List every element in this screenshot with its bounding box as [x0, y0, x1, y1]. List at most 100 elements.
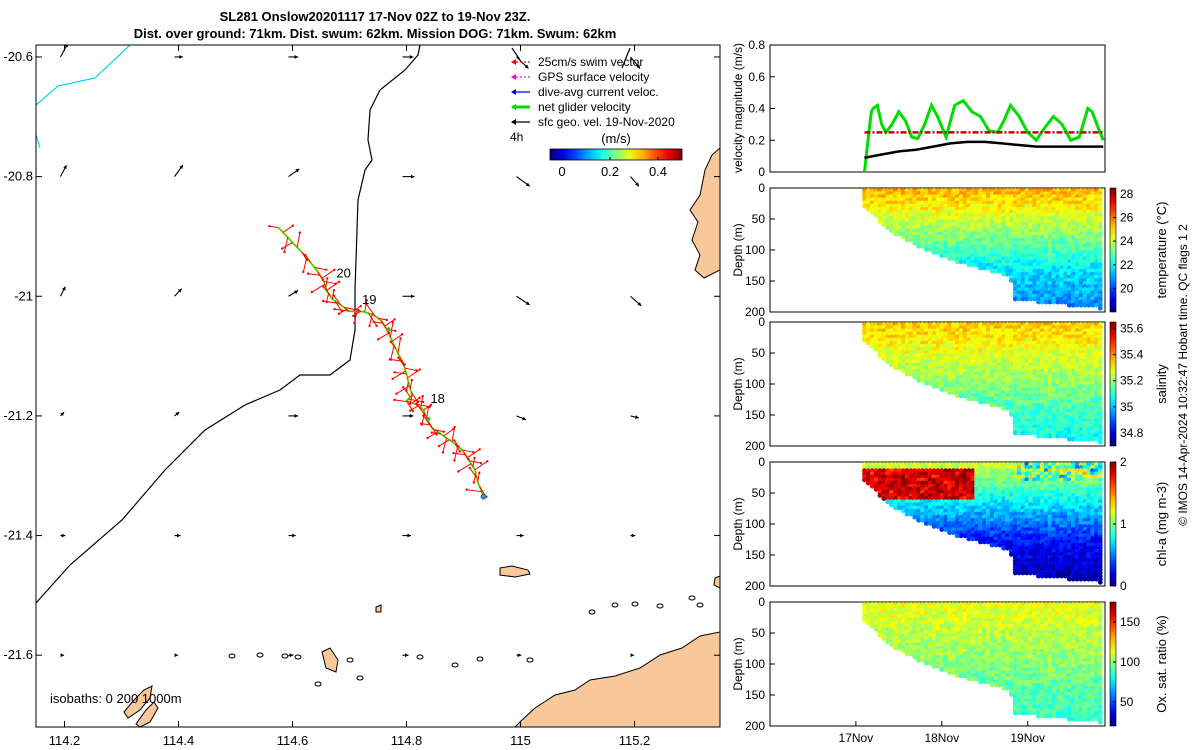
section-sample-point — [950, 256, 956, 262]
swim-vector — [323, 286, 331, 297]
swim-vector-head — [291, 224, 295, 227]
swim-vector-head — [422, 414, 425, 417]
section-y-tick-label: 150 — [745, 274, 765, 288]
section-sample-point — [927, 380, 933, 386]
swim-vector-head — [478, 471, 481, 475]
swim-vector — [283, 237, 289, 253]
geo-velocity-arrowhead — [525, 182, 530, 187]
geo-velocity-arrowhead — [404, 653, 409, 658]
swim-vector-head — [333, 307, 336, 311]
island-land — [321, 647, 339, 673]
section-sample-point — [1074, 302, 1080, 308]
swim-vector-head — [283, 250, 286, 254]
section-sample-point — [978, 399, 983, 405]
section-sample-point — [873, 346, 879, 352]
swim-vector — [368, 312, 378, 327]
glider-end-marker — [480, 493, 487, 500]
swim-vector — [467, 448, 480, 459]
swim-vector — [442, 437, 447, 453]
day-label-19: 19 — [362, 292, 376, 307]
swim-vector-head — [281, 247, 284, 250]
section-sample-point — [1043, 299, 1049, 305]
swim-vector — [384, 318, 395, 327]
map-y-tick-label: -21.2 — [3, 408, 33, 423]
swim-vector — [443, 428, 454, 437]
swim-vector — [323, 280, 336, 285]
swim-vector — [389, 322, 394, 338]
swim-vector — [352, 310, 362, 317]
geo-velocity-arrowhead — [520, 533, 524, 538]
swim-vector-head — [310, 290, 314, 294]
section-sample-point — [1008, 277, 1014, 283]
map-x-tick-label: 114.4 — [163, 733, 195, 748]
geo-velocity-arrowhead — [61, 533, 66, 538]
swim-vector-head — [421, 394, 424, 398]
section-sample-point — [939, 387, 945, 392]
swim-vector — [477, 472, 480, 482]
map-y-tick-label: -20.6 — [3, 49, 33, 64]
section-sample-point — [1028, 296, 1034, 302]
section-y-tick-label: 0 — [758, 181, 765, 195]
colorbar-tick-label: 0.2 — [601, 164, 619, 179]
swim-vector-head — [410, 378, 414, 382]
swim-vector-head — [429, 403, 433, 407]
colorbar-tick-label: 0 — [558, 164, 565, 179]
geo-velocity-arrowhead — [635, 182, 639, 187]
swim-vector-head — [403, 363, 406, 366]
geo-velocity-arrowhead — [174, 653, 179, 658]
section-sample-point — [943, 387, 949, 392]
swim-vector — [461, 449, 474, 453]
swim-vector — [457, 463, 472, 472]
swim-vector-head — [402, 386, 405, 389]
swim-vector-head — [472, 481, 476, 484]
swim-vector — [394, 399, 410, 403]
section-sample-point — [978, 265, 983, 271]
section-sample-point — [862, 337, 867, 343]
swim-vector — [304, 254, 311, 263]
islet-outline — [611, 602, 619, 608]
section-y-tick-label: 50 — [752, 346, 766, 360]
geo-velocity-arrowhead — [60, 653, 65, 658]
legend-swatch-arrowhead — [511, 74, 516, 80]
map-axes-frame — [35, 44, 721, 728]
section-y-label: Depth (m) — [731, 223, 745, 276]
swim-vector — [402, 386, 411, 398]
swim-vector — [399, 356, 406, 365]
section-sample-point — [1016, 296, 1022, 302]
section-sample-point — [1008, 411, 1014, 417]
section-sample-point — [912, 374, 918, 380]
swim-vector-head — [326, 277, 329, 280]
legend-swatch-arrowhead — [511, 119, 516, 125]
section-colorbar-label: salinity — [1154, 364, 1169, 404]
swim-vector — [420, 396, 424, 409]
map-x-tick-label: 115.2 — [619, 733, 651, 748]
swim-vector-head — [365, 299, 368, 302]
geo-velocity-arrowhead — [292, 533, 296, 538]
swim-vector — [390, 345, 395, 360]
geo-velocity-arrowhead — [62, 286, 66, 291]
swim-vector-head — [389, 340, 392, 344]
section-sample-point — [985, 265, 991, 271]
velocity-y-tick-label: 0.8 — [748, 38, 765, 52]
section-sample-point — [1070, 302, 1076, 308]
swim-vector — [390, 341, 397, 350]
section-sample-point — [908, 371, 914, 377]
section-y-tick-label: 150 — [745, 408, 765, 422]
swim-vector — [296, 232, 301, 248]
velocity-series-2 — [864, 140, 1104, 159]
section-sample-point — [865, 206, 871, 212]
section-sample-point — [962, 393, 968, 399]
geo-velocity-arrowhead — [63, 165, 67, 170]
section-sample-point — [939, 253, 945, 258]
section-sample-point — [877, 219, 883, 224]
section-colorbar-tick-label: 22 — [1120, 258, 1134, 272]
swim-vector — [377, 317, 387, 321]
map-x-tick-label: 115 — [510, 733, 531, 748]
section-sample-point — [1024, 430, 1030, 436]
geo-velocity-arrowhead — [176, 533, 181, 538]
section-sample-point — [1055, 299, 1061, 305]
islet-outline — [314, 681, 322, 687]
map-y-tick-label: -21.6 — [3, 647, 33, 662]
glider-position-marker — [386, 327, 391, 332]
